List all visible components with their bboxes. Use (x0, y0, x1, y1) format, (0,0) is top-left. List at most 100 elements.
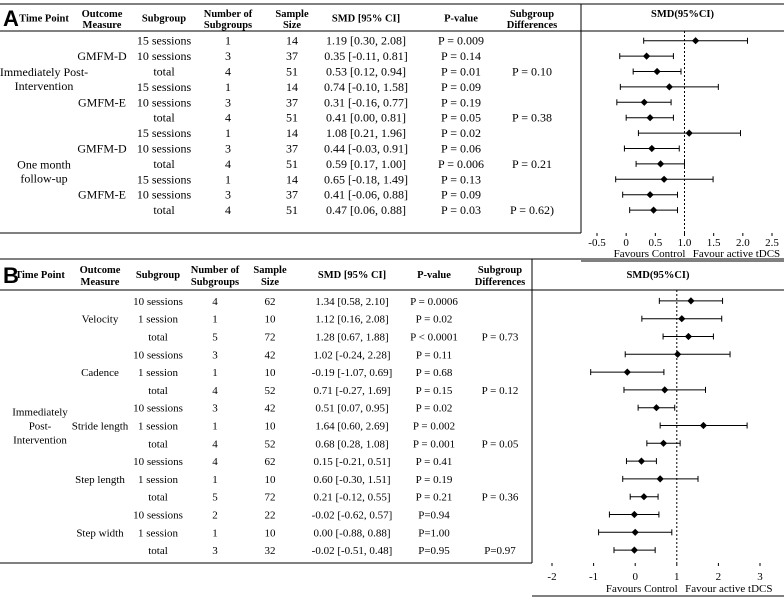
smd-estimate-point (687, 297, 695, 305)
smd-estimate-point (684, 332, 693, 341)
sample-size-cell: 72 (265, 332, 276, 344)
x-tick-label: 0 (623, 237, 629, 249)
sample-size-cell: 10 (265, 474, 277, 486)
smd-estimate-point (685, 129, 693, 137)
x-tick-label: -1 (589, 571, 598, 583)
header-sample-size: Size (283, 20, 301, 31)
smd-estimate-point (646, 114, 654, 122)
x-axis: -0.5 0 0.5 1.0 1.5 2.0 2.5 Favours Control Favou… (588, 233, 780, 260)
num-subgroups-cell: 4 (212, 385, 218, 397)
outcome-label: Cadence (81, 367, 119, 379)
subgroup-cell: 1 session (138, 421, 179, 433)
smd-estimate-point (656, 475, 664, 483)
p-value-cell: P=0.95 (418, 545, 450, 557)
table-row: 15 sessions 1 14 0.65 [-0.18, 1.49] P = 0.13 (137, 172, 714, 186)
header-num-subgroups: Subgroups (204, 20, 252, 31)
p-value-cell: P = 0.006 (438, 157, 484, 171)
num-subgroups-cell: 1 (225, 126, 231, 140)
sample-size-cell: 32 (265, 545, 276, 557)
smd-ci-cell: 0.31 [-0.16, 0.77] (324, 95, 408, 109)
p-value-cell: P = 0.21 (416, 492, 453, 504)
table-row: 10 sessions 3 42 0.51 [0.07, 0.95] P = 0.02 (133, 403, 676, 415)
header-subgroup: Subgroup (142, 14, 186, 25)
num-subgroups-cell: 2 (212, 510, 218, 522)
x-tick-label: 2 (716, 571, 722, 583)
smd-ci-cell: 0.51 [0.07, 0.95] (315, 403, 388, 415)
p-value-cell: P = 0.03 (441, 203, 481, 217)
smd-estimate-point (652, 404, 661, 412)
num-subgroups-cell: 4 (212, 456, 218, 468)
num-subgroups-cell: 3 (225, 188, 231, 202)
time-point-label: Post- (29, 421, 52, 433)
subgroup-diff-cell: P = 0.12 (482, 385, 519, 397)
smd-estimate-point (642, 52, 651, 60)
sample-size-cell: 42 (265, 403, 276, 415)
sample-size-cell: 51 (286, 157, 298, 171)
p-value-cell: P < 0.0001 (410, 332, 458, 344)
p-value-cell: P = 0.0006 (410, 296, 458, 308)
table-row: 1 session 1 10 0.00 [-0.88, 0.88] P=1.00 (138, 527, 673, 539)
sample-size-cell: 62 (265, 296, 276, 308)
smd-estimate-point (640, 493, 648, 501)
smd-ci-cell: 0.00 [-0.88, 0.88] (314, 527, 391, 539)
x-tick-label: 2.5 (765, 237, 779, 249)
smd-estimate-point (699, 421, 708, 430)
num-subgroups-cell: 4 (225, 203, 231, 217)
sample-size-cell: 14 (286, 80, 298, 94)
x-tick-label: 2.0 (736, 237, 750, 249)
p-value-cell: P = 0.09 (441, 188, 481, 202)
sample-size-cell: 37 (286, 188, 298, 202)
p-value-cell: P = 0.009 (438, 34, 484, 48)
subgroup-cell: total (153, 65, 175, 79)
subgroup-diff-cell: P = 0.36 (482, 492, 519, 504)
p-value-cell: P = 0.01 (441, 65, 481, 79)
p-value-cell: P = 0.06 (441, 142, 481, 156)
table-row: 1 session 1 10 0.60 [-0.30, 1.51] P = 0.19 (138, 474, 699, 486)
num-subgroups-cell: 1 (212, 527, 218, 539)
outcome-label: Stride length (72, 421, 129, 433)
x-tick-label: -2 (547, 571, 556, 583)
p-value-cell: P=0.94 (418, 510, 450, 522)
header-num-subgroups: Number of (191, 265, 240, 276)
subgroup-cell: 10 sessions (133, 349, 183, 361)
sample-size-cell: 37 (286, 95, 298, 109)
p-value-cell: P = 0.14 (441, 49, 481, 63)
smd-ci-cell: 0.21 [-0.12, 0.55] (314, 492, 391, 504)
smd-estimate-point (649, 206, 658, 214)
subgroup-cell: 1 session (138, 367, 179, 379)
table-row: 15 sessions 1 14 0.74 [-0.10, 1.58] P = 0.09 (137, 80, 719, 94)
smd-ci-cell: 1.12 [0.16, 2.08] (315, 314, 388, 326)
table-row: 10 sessions 3 42 1.02 [-0.24, 2.28] P = 0.11 (133, 349, 731, 361)
sample-size-cell: 72 (265, 492, 276, 504)
p-value-cell: P = 0.09 (441, 80, 481, 94)
num-subgroups-cell: 3 (225, 49, 231, 63)
header-pvalue: P-value (444, 14, 478, 25)
outcome-label: GMFM-E (78, 188, 126, 202)
table-row: 10 sessions 3 37 0.31 [-0.16, 0.77] P = 0.19 (137, 95, 672, 109)
num-subgroups-cell: 5 (212, 492, 218, 504)
subgroup-diff-cell: P = 0.05 (482, 438, 519, 450)
time-point-label: Immediately (12, 407, 68, 419)
table-row: total 4 51 0.53 [0.12, 0.94] P = 0.01 P = 0.1… (153, 65, 682, 79)
table-row: 1 session 1 10 1.12 [0.16, 2.08] P = 0.02 (138, 314, 723, 326)
p-value-cell: P = 0.15 (416, 385, 453, 397)
table-row: 10 sessions 3 37 0.35 [-0.11, 0.81] P = 0.14 (137, 49, 674, 63)
sample-size-cell: 14 (286, 34, 298, 48)
smd-ci-cell: 0.71 [-0.27, 1.69] (314, 385, 391, 397)
subgroup-cell: 1 session (138, 527, 179, 539)
num-subgroups-cell: 3 (225, 95, 231, 109)
outcome-label: Velocity (82, 314, 119, 326)
table-row: 1 session 1 10 -0.19 [-1.07, 0.69] P = 0.68 (138, 367, 665, 379)
num-subgroups-cell: 1 (225, 34, 231, 48)
smd-ci-cell: -0.02 [-0.62, 0.57] (312, 510, 393, 522)
sample-size-cell: 42 (265, 349, 276, 361)
subgroup-diff-cell: P = 0.73 (482, 332, 519, 344)
p-value-cell: P = 0.41 (416, 456, 453, 468)
smd-estimate-point (661, 386, 669, 394)
header-sample-size: Size (261, 277, 279, 288)
outcome-label: GMFM-D (77, 49, 127, 63)
smd-ci-cell: 0.47 [0.06, 0.88] (326, 203, 406, 217)
